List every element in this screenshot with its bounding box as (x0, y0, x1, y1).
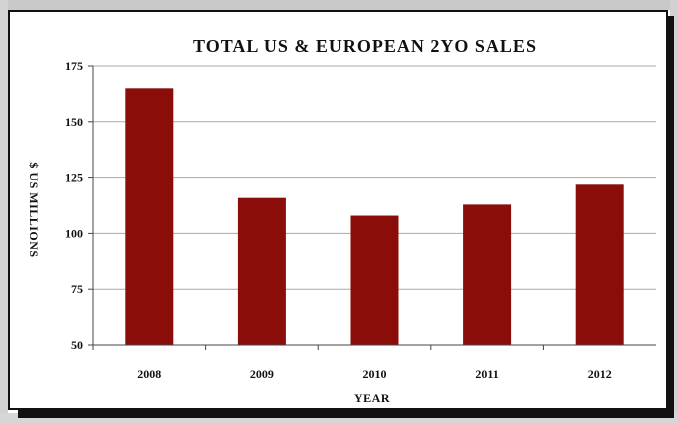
x-axis-label: YEAR (354, 391, 390, 405)
x-tick-labels: 2008 2009 2010 2011 2012 (92, 345, 612, 381)
y-tick-labels: 50 75 100 125 150 175 (65, 59, 93, 352)
x-tick-label: 2011 (475, 367, 498, 381)
frame-edge-top (0, 0, 678, 10)
x-tick-label: 2009 (250, 367, 274, 381)
panel-shadow-bottom (18, 410, 668, 418)
y-axis-label: $ US MILLIONS (27, 162, 41, 257)
y-tick-label: 75 (71, 282, 83, 296)
chart-title: TOTAL US & EUROPEAN 2YO SALES (193, 36, 537, 56)
y-tick-label: 125 (65, 171, 83, 185)
y-tick-label: 50 (71, 338, 83, 352)
y-tick-label: 175 (65, 59, 83, 73)
x-tick-label: 2008 (137, 367, 161, 381)
frame-edge-bottom (0, 413, 678, 423)
bar-2011 (463, 204, 512, 345)
bar-2008 (125, 88, 174, 345)
chart-panel (8, 10, 668, 410)
bars (125, 88, 624, 345)
bar-2009 (237, 197, 286, 345)
y-tick-label: 100 (65, 226, 83, 240)
frame-edge-left (0, 0, 8, 423)
bar-2010 (350, 215, 399, 345)
x-tick-label: 2012 (588, 367, 612, 381)
panel-shadow-right (668, 16, 674, 418)
frame-edge-right (670, 0, 678, 423)
x-tick-label: 2010 (363, 367, 387, 381)
y-tick-label: 150 (65, 115, 83, 129)
bar-2012 (575, 184, 624, 345)
